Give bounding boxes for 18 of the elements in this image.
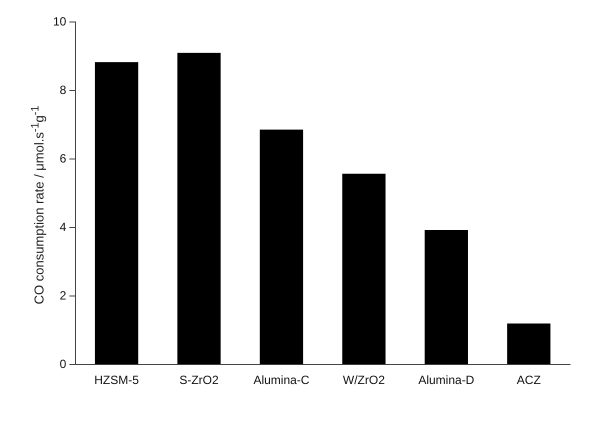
x-tick-label: W/ZrO2 <box>342 373 386 388</box>
y-tick-label: 2 <box>60 288 67 302</box>
y-tick-label: 8 <box>60 82 67 97</box>
bar <box>177 52 221 364</box>
bar <box>507 323 550 364</box>
bar <box>260 130 304 364</box>
y-tick-label: 4 <box>60 220 67 234</box>
bar <box>94 62 138 364</box>
y-tick-label: 10 <box>52 14 67 28</box>
x-tick-label: Alumina-C <box>253 373 310 388</box>
x-tick-label: Alumina-D <box>418 373 475 388</box>
bar <box>342 174 386 364</box>
bar <box>424 230 468 364</box>
x-tick-label: S-ZrO2 <box>179 373 219 388</box>
x-tick-label: ACZ <box>516 373 541 388</box>
y-tick-label: 6 <box>60 151 67 166</box>
x-tick-label: HZSM-5 <box>94 373 140 388</box>
y-tick-label: 0 <box>60 356 67 371</box>
